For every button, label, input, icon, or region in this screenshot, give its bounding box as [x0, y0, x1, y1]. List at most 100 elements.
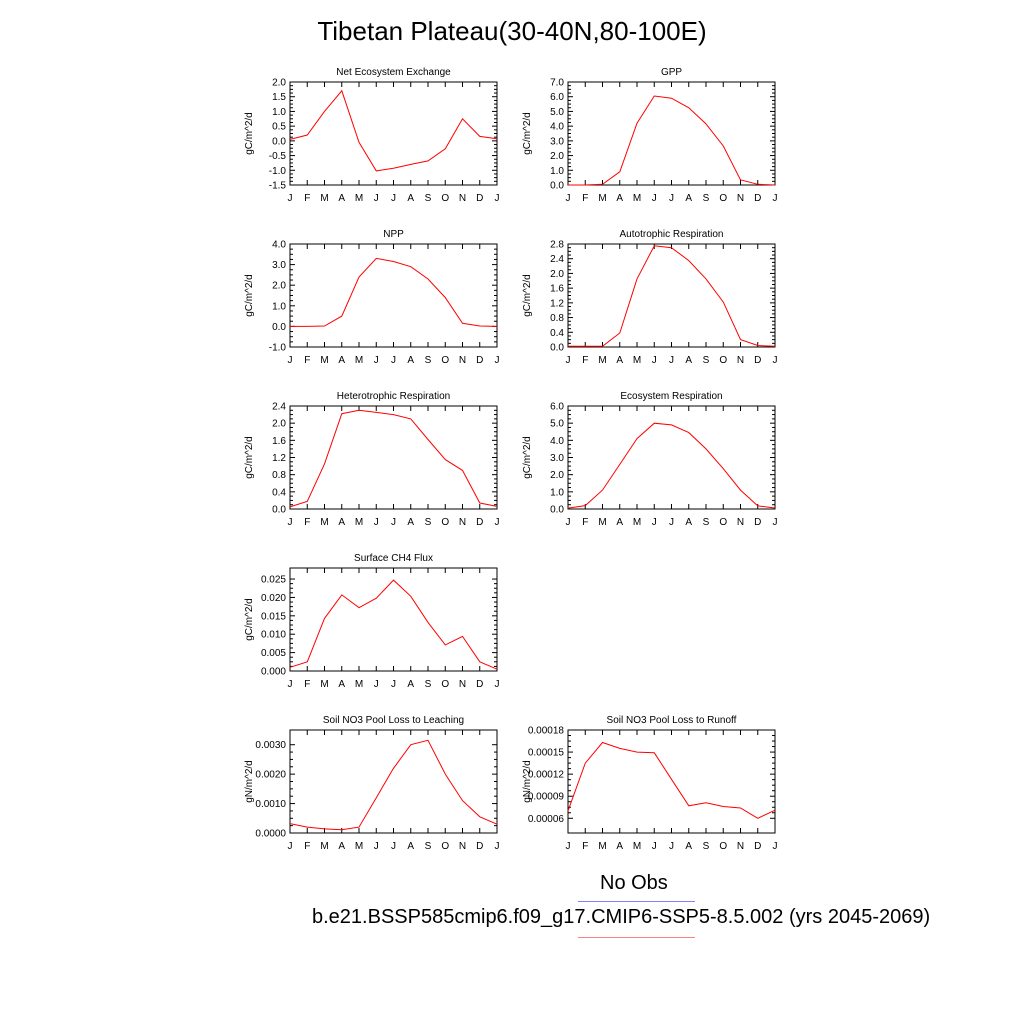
data-point — [584, 762, 586, 764]
data-point — [427, 160, 429, 162]
x-tick-label: A — [616, 355, 623, 366]
chart-panel: Soil NO3 Pool Loss to Runoff 0.00018 0.000… — [522, 715, 778, 852]
data-point — [619, 171, 621, 173]
panel-title: Ecosystem Respiration — [620, 391, 722, 402]
y-tick-label: 0.00006 — [528, 814, 565, 825]
y-tick-label: 0.0000 — [255, 829, 286, 840]
y-tick-label: 0.015 — [261, 611, 286, 622]
x-tick-label: O — [441, 841, 449, 852]
y-axis-label: gN/m^2/d — [522, 760, 533, 803]
chart-panel: Heterotrophic Respiration 2.4 2.0 1.6 1.2 0.8… — [244, 391, 500, 528]
y-tick-label: 2.4 — [272, 402, 286, 413]
y-tick-label: 6.0 — [550, 92, 564, 103]
series-line — [289, 739, 498, 831]
x-tick-label: J — [773, 193, 778, 204]
data-point — [567, 507, 569, 509]
data-point — [289, 666, 291, 668]
x-tick-label: D — [754, 841, 761, 852]
y-axis-label: gC/m^2/d — [244, 598, 255, 641]
data-point — [410, 163, 412, 165]
x-tick-label: M — [598, 355, 606, 366]
series-line — [289, 579, 498, 670]
x-tick-label: A — [685, 193, 692, 204]
x-tick-label: D — [476, 193, 483, 204]
x-tick-label: J — [652, 517, 657, 528]
x-tick-label: J — [495, 355, 500, 366]
data-point — [341, 90, 343, 92]
y-tick-label: 0.4 — [272, 487, 286, 498]
x-tick-label: J — [495, 517, 500, 528]
x-tick-label: S — [703, 517, 710, 528]
legend-obs-line — [578, 901, 695, 902]
x-tick-label: A — [407, 355, 414, 366]
data-point — [739, 179, 741, 181]
data-point — [410, 265, 412, 267]
data-point — [392, 767, 394, 769]
y-tick-label: 0.000 — [261, 667, 286, 678]
series-line — [567, 422, 776, 509]
data-point — [479, 661, 481, 663]
x-tick-label: F — [304, 355, 310, 366]
data-point — [584, 184, 586, 186]
panel-title: Net Ecosystem Exchange — [336, 67, 451, 78]
x-tick-label: J — [391, 679, 396, 690]
data-point — [774, 345, 776, 347]
x-tick-label: N — [737, 841, 744, 852]
x-tick-label: N — [737, 193, 744, 204]
panel-title: Surface CH4 Flux — [354, 553, 433, 564]
x-tick-label: A — [616, 517, 623, 528]
series-line — [568, 95, 776, 186]
plot-frame — [289, 729, 498, 834]
data-point — [306, 500, 308, 502]
x-tick-label: J — [288, 517, 293, 528]
x-tick-label: S — [703, 841, 710, 852]
y-tick-label: 2.8 — [550, 240, 564, 251]
y-tick-label: 2.0 — [550, 151, 564, 162]
x-tick-label: S — [703, 193, 710, 204]
y-axis-label: gC/m^2/d — [522, 274, 533, 317]
x-tick-label: F — [582, 841, 588, 852]
y-axis-label: gC/m^2/d — [522, 112, 533, 155]
x-tick-label: M — [355, 517, 363, 528]
x-tick-label: S — [703, 355, 710, 366]
x-tick-label: M — [355, 841, 363, 852]
data-point — [392, 260, 394, 262]
x-tick-label: A — [685, 355, 692, 366]
y-tick-label: 0.8 — [550, 313, 564, 324]
x-tick-label: M — [320, 679, 328, 690]
data-point — [444, 458, 446, 460]
y-tick-label: -1.0 — [269, 166, 287, 177]
y-tick-label: 1.0 — [272, 107, 286, 118]
data-point — [427, 739, 429, 741]
panel-title: Heterotrophic Respiration — [337, 391, 450, 402]
y-tick-label: 3.0 — [550, 453, 564, 464]
data-point — [636, 278, 638, 280]
y-tick-label: 4.0 — [550, 436, 564, 447]
x-tick-label: A — [616, 841, 623, 852]
x-tick-label: J — [669, 193, 674, 204]
data-point — [392, 579, 394, 581]
data-point — [479, 135, 481, 137]
y-tick-label: 0.00015 — [528, 748, 565, 759]
x-tick-label: M — [320, 193, 328, 204]
panel-title: NPP — [383, 229, 404, 240]
y-tick-label: 0.4 — [550, 328, 564, 339]
data-point — [601, 183, 603, 185]
x-tick-label: D — [476, 517, 483, 528]
data-point — [567, 810, 569, 812]
y-axis-label: gC/m^2/d — [244, 112, 255, 155]
x-tick-label: D — [476, 841, 483, 852]
y-tick-label: 3.0 — [272, 260, 286, 271]
x-tick-label: O — [719, 841, 727, 852]
x-tick-label: F — [582, 355, 588, 366]
data-point — [705, 278, 707, 280]
x-tick-label: J — [566, 517, 571, 528]
y-axis-label: gC/m^2/d — [522, 436, 533, 479]
x-tick-label: D — [476, 355, 483, 366]
data-point — [705, 448, 707, 450]
data-point — [774, 809, 776, 811]
series-line — [289, 89, 498, 172]
y-tick-label: 0.0020 — [255, 770, 286, 781]
data-point — [323, 617, 325, 619]
